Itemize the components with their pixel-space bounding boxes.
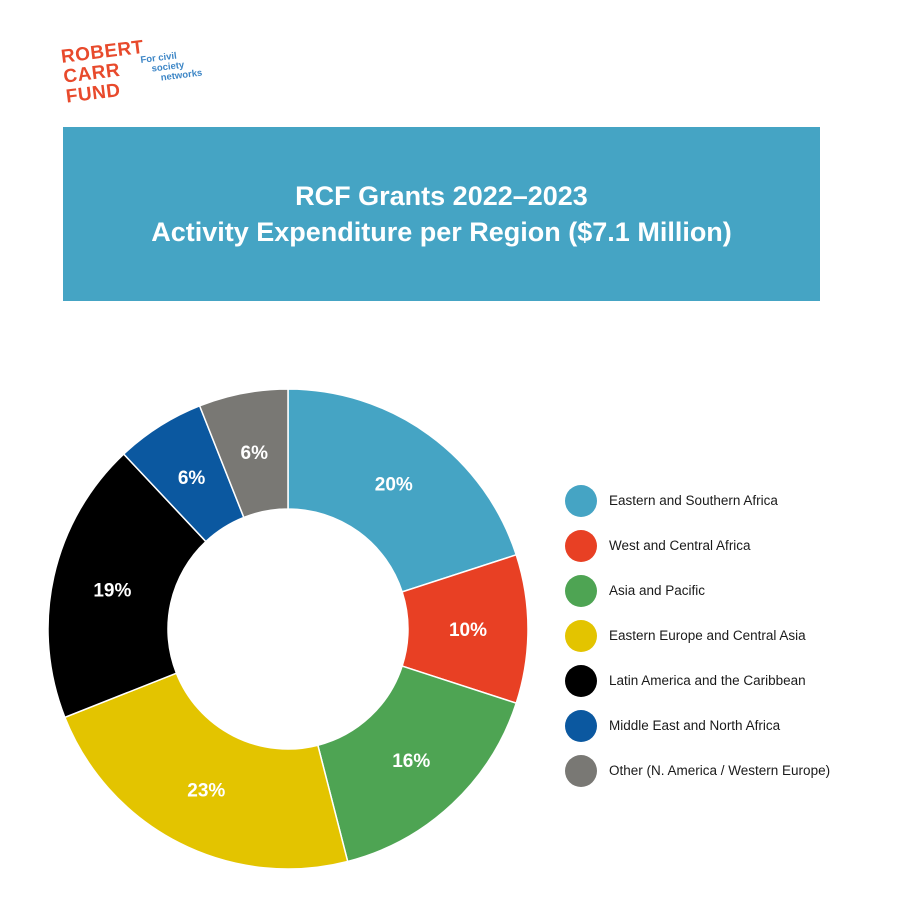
legend-label: Latin America and the Caribbean <box>609 673 806 688</box>
donut-slice <box>63 672 349 870</box>
chart-legend: Eastern and Southern Africa West and Cent… <box>565 478 885 793</box>
legend-item: Other (N. America / Western Europe) <box>565 748 885 793</box>
slice-data-label: 10% <box>449 620 487 641</box>
slice-data-label: 20% <box>375 474 413 495</box>
legend-label: Eastern and Southern Africa <box>609 493 778 508</box>
legend-swatch <box>565 664 597 697</box>
legend-swatch <box>565 529 597 562</box>
title-banner: RCF Grants 2022–2023 Activity Expenditur… <box>63 127 820 301</box>
legend-item: Middle East and North Africa <box>565 703 885 748</box>
legend-label: Middle East and North Africa <box>609 718 781 733</box>
slice-data-label: 19% <box>93 581 131 602</box>
legend-swatch <box>565 619 597 652</box>
legend-item: Latin America and the Caribbean <box>565 658 885 703</box>
legend-label: Asia and Pacific <box>609 583 706 598</box>
slice-data-label: 6% <box>178 468 206 489</box>
legend-label: Eastern Europe and Central Asia <box>609 628 806 643</box>
legend-swatch <box>565 484 597 517</box>
chart-subtitle: Activity Expenditure per Region ($7.1 Mi… <box>151 217 732 247</box>
legend-swatch <box>565 709 597 742</box>
legend-swatch <box>565 754 597 787</box>
donut-slice <box>287 388 518 593</box>
donut-slice <box>198 388 289 519</box>
slice-data-label: 23% <box>187 780 225 801</box>
legend-swatch <box>565 574 597 607</box>
donut-slice <box>316 665 518 863</box>
legend-item: West and Central Africa <box>565 523 885 568</box>
chart-title: RCF Grants 2022–2023 <box>295 181 588 211</box>
legend-item: Asia and Pacific <box>565 568 885 613</box>
legend-item: Eastern and Southern Africa <box>565 478 885 523</box>
legend-label: Other (N. America / Western Europe) <box>609 763 831 778</box>
legend-label: West and Central Africa <box>609 538 751 553</box>
donut-slice <box>47 452 207 719</box>
slice-data-label: 16% <box>392 751 430 772</box>
legend-item: Eastern Europe and Central Asia <box>565 613 885 658</box>
slice-data-label: 6% <box>241 443 269 464</box>
